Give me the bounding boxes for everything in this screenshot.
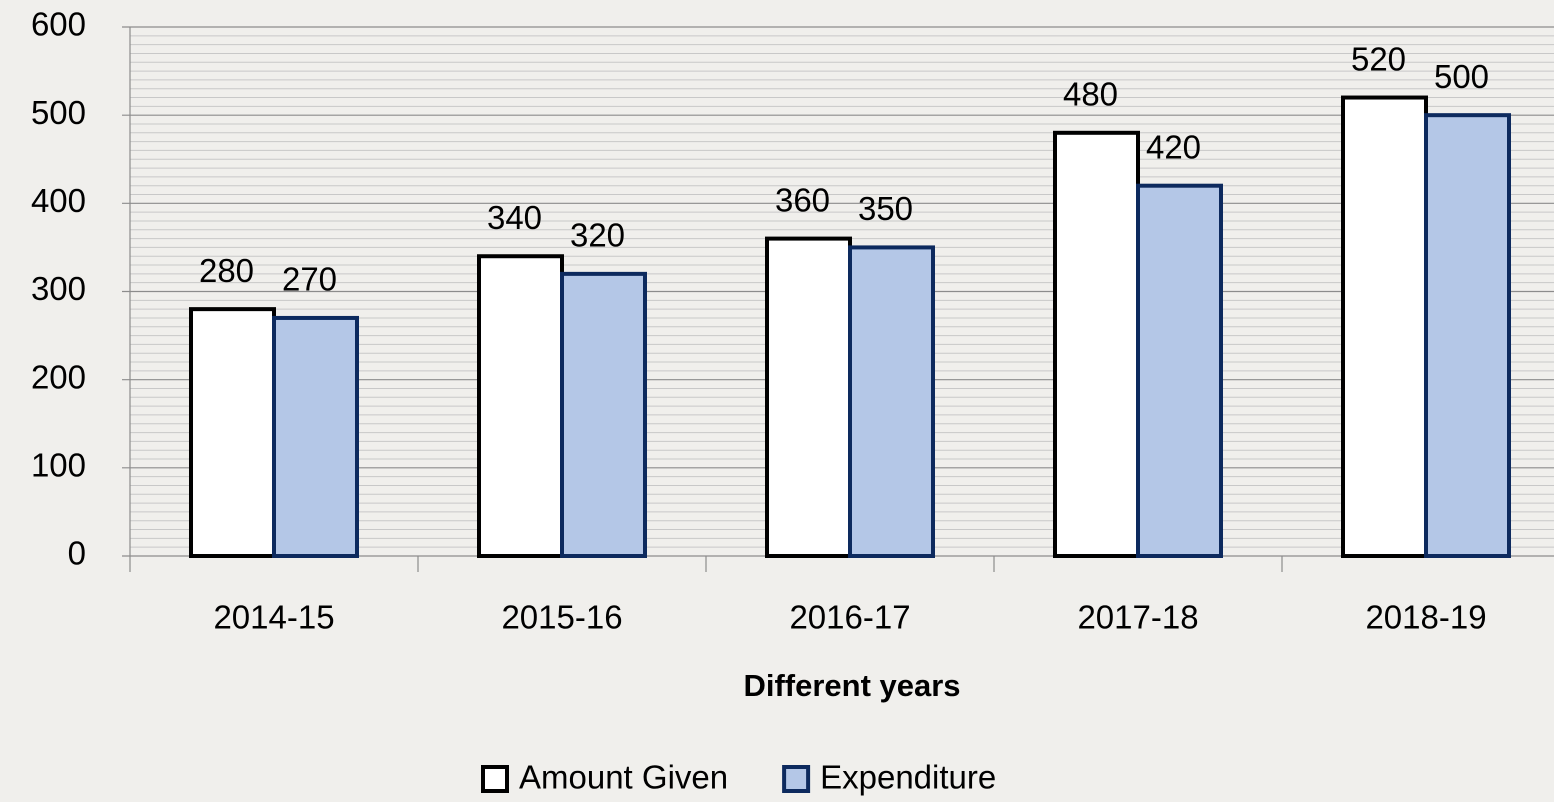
value-label: 280	[199, 252, 254, 289]
x-tick-label: 2016-17	[789, 599, 910, 636]
value-label: 360	[775, 181, 830, 218]
bar	[562, 274, 645, 556]
bar	[191, 309, 274, 556]
value-label: 520	[1351, 40, 1406, 77]
y-tick-label: 600	[31, 6, 86, 43]
x-tick-label: 2015-16	[501, 599, 622, 636]
legend-label: Amount Given	[519, 759, 728, 796]
legend-label: Expenditure	[820, 759, 996, 796]
y-tick-label: 200	[31, 358, 86, 395]
bar	[1426, 115, 1509, 556]
bar	[850, 247, 933, 556]
bar	[1138, 186, 1221, 556]
legend-swatch	[483, 767, 507, 791]
bar	[1343, 98, 1426, 556]
value-label: 480	[1063, 76, 1118, 113]
bar	[274, 318, 357, 556]
bar	[479, 256, 562, 556]
x-axis-label: Different years	[743, 668, 960, 703]
value-label: 420	[1146, 128, 1201, 165]
value-label: 500	[1434, 58, 1489, 95]
bar	[767, 239, 850, 556]
legend-swatch	[784, 767, 808, 791]
x-tick-label: 2014-15	[213, 599, 334, 636]
y-tick-label: 0	[68, 535, 86, 572]
value-label: 350	[858, 190, 913, 227]
value-label: 340	[487, 199, 542, 236]
y-tick-label: 300	[31, 270, 86, 307]
y-tick-label: 100	[31, 447, 86, 484]
page: Different years 0 100 200 300 400 500 600 2014-…	[0, 0, 1554, 802]
chart: Different years 0 100 200 300 400 500 600 2014-…	[0, 0, 1554, 802]
y-tick-label: 500	[31, 94, 86, 131]
value-label: 270	[282, 261, 337, 298]
bar	[1055, 133, 1138, 556]
value-label: 320	[570, 217, 625, 254]
y-tick-label: 400	[31, 182, 86, 219]
x-tick-label: 2018-19	[1365, 599, 1486, 636]
x-tick-label: 2017-18	[1077, 599, 1198, 636]
